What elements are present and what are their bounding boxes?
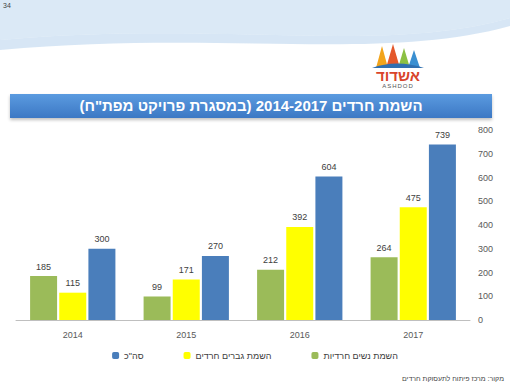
svg-text:475: 475 — [406, 193, 421, 203]
svg-text:604: 604 — [321, 162, 336, 172]
svg-text:סה"כ: סה"כ — [124, 351, 144, 361]
svg-text:212: 212 — [263, 255, 278, 265]
svg-text:2015: 2015 — [176, 330, 196, 340]
html-text:אשדוד: אשדוד — [376, 67, 420, 84]
html-text:מקור: מרכז פיתוח לתעסוקת חרדים: מקור: מרכז פיתוח לתעסוקת חרדים — [402, 375, 504, 382]
html-text:השמת חרדים 2014-2017 (במסגרת פ: השמת חרדים 2014-2017 (במסגרת פרויקט מפת"… — [79, 97, 423, 114]
svg-text:800: 800 — [478, 125, 493, 135]
svg-text:600: 600 — [478, 173, 493, 183]
html-text:34: 34 — [3, 2, 11, 9]
svg-text:115: 115 — [66, 278, 80, 288]
svg-text:השמת גברים חרדים: השמת גברים חרדים — [196, 351, 272, 361]
svg-text:2017: 2017 — [403, 330, 423, 340]
svg-text:185: 185 — [36, 262, 51, 272]
svg-text:270: 270 — [208, 241, 223, 251]
svg-text:200: 200 — [478, 268, 493, 278]
svg-text:700: 700 — [478, 149, 493, 159]
svg-text:2014: 2014 — [63, 330, 83, 340]
svg-text:171: 171 — [179, 265, 194, 275]
svg-text:264: 264 — [377, 243, 392, 253]
svg-text:400: 400 — [478, 220, 493, 230]
svg-text:300: 300 — [478, 244, 493, 254]
svg-text:99: 99 — [152, 282, 162, 292]
svg-text:100: 100 — [478, 291, 493, 301]
svg-text:500: 500 — [478, 196, 493, 206]
svg-text:392: 392 — [292, 212, 307, 222]
svg-text:0: 0 — [478, 315, 483, 325]
svg-text:2016: 2016 — [290, 330, 310, 340]
svg-text:השמת נשים חרדיות: השמת נשים חרדיות — [323, 351, 397, 361]
svg-text:300: 300 — [94, 234, 109, 244]
html-text:ASHDOD: ASHDOD — [382, 83, 414, 89]
svg-text:739: 739 — [435, 130, 450, 140]
